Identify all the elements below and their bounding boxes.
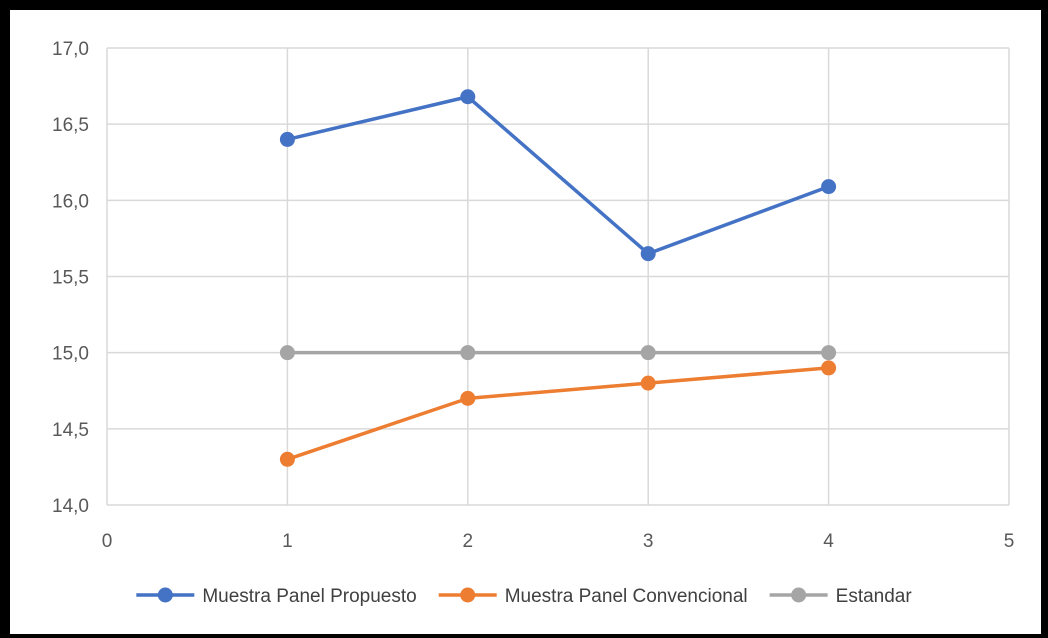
legend-item-estandar: Estandar [769,586,913,607]
data-point-muestra-panel-propuesto [460,89,476,105]
data-point-muestra-panel-convencional [640,375,656,391]
x-tick-label: 0 [102,531,113,552]
data-point-estandar [821,345,837,361]
x-tick-label: 3 [643,531,654,552]
x-axis-tick-labels: 0 1 2 3 4 5 [102,531,1015,552]
y-tick-label: 14,5 [52,420,89,441]
x-tick-label: 5 [1004,531,1015,552]
legend-label: Estandar [836,586,913,607]
legend-marker [157,587,173,603]
x-tick-label: 2 [463,531,474,552]
legend-label: Muestra Panel Convencional [505,586,748,607]
data-point-muestra-panel-convencional [460,390,476,406]
data-point-muestra-panel-propuesto [640,246,656,262]
y-tick-label: 17,0 [52,39,89,60]
y-tick-label: 16,0 [52,191,89,212]
data-point-muestra-panel-propuesto [821,179,837,195]
gridlines [106,47,1010,506]
data-point-muestra-panel-convencional [279,451,295,467]
x-tick-label: 4 [823,531,834,552]
data-point-muestra-panel-convencional [821,360,837,376]
legend-marker [460,587,476,603]
series-line-muestra-panel-propuesto [285,94,831,256]
x-tick-label: 1 [282,531,293,552]
legend-item-muestra-panel-convencional: Muestra Panel Convencional [438,586,748,607]
y-tick-label: 16,5 [52,115,89,136]
legend-marker [791,587,807,603]
series-group [279,89,837,467]
legend: Muestra Panel Propuesto Muestra Panel Con… [136,586,912,607]
y-tick-label: 15,0 [52,344,89,365]
y-tick-label: 15,5 [52,268,89,289]
data-point-estandar [279,345,295,361]
legend-label: Muestra Panel Propuesto [202,586,416,607]
data-point-estandar [640,345,656,361]
y-axis-tick-labels: 14,0 14,5 15,0 15,5 16,0 16,5 17,0 [52,39,89,517]
series-line-muestra-panel-convencional [285,366,831,462]
y-tick-label: 14,0 [52,496,89,517]
data-point-estandar [460,345,476,361]
data-point-muestra-panel-propuesto [279,131,295,147]
legend-item-muestra-panel-propuesto: Muestra Panel Propuesto [136,586,417,607]
